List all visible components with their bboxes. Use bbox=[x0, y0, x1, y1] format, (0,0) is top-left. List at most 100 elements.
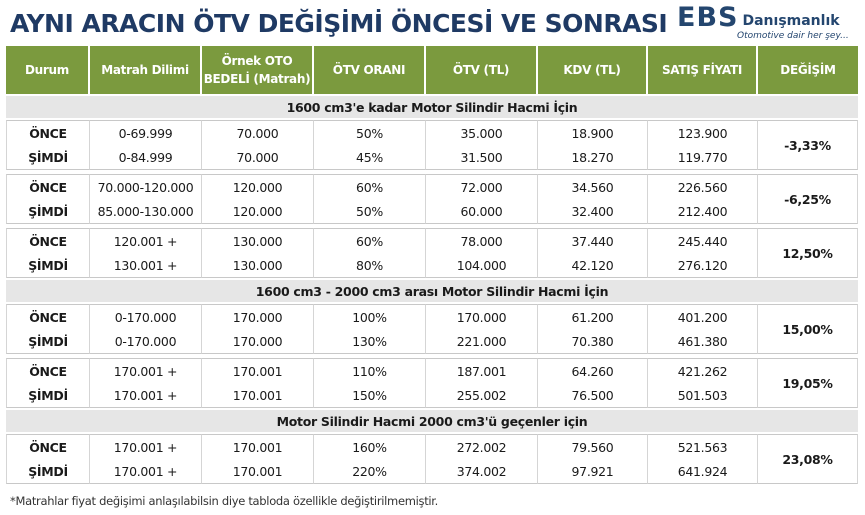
footnote: *Matrahlar fiyat değişimi anlaşılabilsin… bbox=[10, 494, 439, 508]
rate-cell: 45% bbox=[314, 145, 426, 170]
column-header: Durum bbox=[6, 46, 90, 94]
bracket-cell: 170.001 + bbox=[90, 459, 202, 484]
rate-cell: 60% bbox=[314, 228, 426, 253]
state-cell: ŞİMDİ bbox=[6, 145, 90, 170]
state-cell: ÖNCE bbox=[6, 358, 90, 383]
change-cell: 23,08% bbox=[758, 434, 858, 484]
base-cell: 170.000 bbox=[202, 304, 314, 329]
bracket-cell: 0-84.999 bbox=[90, 145, 202, 170]
change-cell: -6,25% bbox=[758, 174, 858, 224]
section-title: 1600 cm3 - 2000 cm3 arası Motor Silindir… bbox=[6, 278, 858, 304]
kdv-cell: 97.921 bbox=[538, 459, 648, 484]
base-cell: 130.000 bbox=[202, 228, 314, 253]
price-cell: 521.563 bbox=[648, 434, 758, 459]
otv-cell: 78.000 bbox=[426, 228, 538, 253]
base-cell: 170.000 bbox=[202, 329, 314, 354]
rate-cell: 60% bbox=[314, 174, 426, 199]
price-cell: 276.120 bbox=[648, 253, 758, 278]
bracket-cell: 85.000-130.000 bbox=[90, 199, 202, 224]
price-cell: 245.440 bbox=[648, 228, 758, 253]
rate-cell: 130% bbox=[314, 329, 426, 354]
table-row: ŞİMDİ 170.001 +170.001 150% 255.002 76.500 50… bbox=[6, 383, 858, 408]
bracket-cell: 120.001 + bbox=[90, 228, 202, 253]
table-row: ÖNCE 170.001 +170.001 160% 272.002 79.560 521… bbox=[6, 434, 858, 484]
state-cell: ÖNCE bbox=[6, 304, 90, 329]
rate-cell: 100% bbox=[314, 304, 426, 329]
section-header-row: 1600 cm3'e kadar Motor Silindir Hacmi İç… bbox=[6, 94, 858, 120]
kdv-cell: 61.200 bbox=[538, 304, 648, 329]
rate-cell: 150% bbox=[314, 383, 426, 408]
otv-cell: 35.000 bbox=[426, 120, 538, 145]
otv-cell: 104.000 bbox=[426, 253, 538, 278]
section-header-row: Motor Silindir Hacmi 2000 cm3'ü geçenler… bbox=[6, 408, 858, 434]
bracket-cell: 0-170.000 bbox=[90, 329, 202, 354]
logo-tagline: Otomotive dair her şey... bbox=[737, 31, 849, 41]
logo-name: Danışmanlık bbox=[742, 13, 840, 29]
column-header: Matrah Dilimi bbox=[90, 46, 202, 94]
column-header: SATIŞ FİYATI bbox=[648, 46, 758, 94]
column-header: ÖTV (TL) bbox=[426, 46, 538, 94]
kdv-cell: 70.380 bbox=[538, 329, 648, 354]
base-cell: 120.000 bbox=[202, 199, 314, 224]
state-cell: ÖNCE bbox=[6, 434, 90, 459]
state-cell: ÖNCE bbox=[6, 228, 90, 253]
state-cell: ŞİMDİ bbox=[6, 459, 90, 484]
bracket-cell: 0-170.000 bbox=[90, 304, 202, 329]
state-cell: ŞİMDİ bbox=[6, 199, 90, 224]
otv-cell: 60.000 bbox=[426, 199, 538, 224]
kdv-cell: 79.560 bbox=[538, 434, 648, 459]
rate-cell: 50% bbox=[314, 199, 426, 224]
section-header-row: 1600 cm3 - 2000 cm3 arası Motor Silindir… bbox=[6, 278, 858, 304]
bracket-cell: 130.001 + bbox=[90, 253, 202, 278]
table-row: ŞİMDİ 0-170.000 170.000 130% 221.000 70.380 46… bbox=[6, 329, 858, 354]
table-row: ŞİMDİ 170.001 +170.001 220% 374.002 97.921 64… bbox=[6, 459, 858, 484]
price-cell: 119.770 bbox=[648, 145, 758, 170]
base-cell: 70.000 bbox=[202, 120, 314, 145]
otv-cell: 72.000 bbox=[426, 174, 538, 199]
state-cell: ŞİMDİ bbox=[6, 253, 90, 278]
rate-cell: 220% bbox=[314, 459, 426, 484]
section-title: Motor Silindir Hacmi 2000 cm3'ü geçenler… bbox=[6, 408, 858, 434]
kdv-cell: 42.120 bbox=[538, 253, 648, 278]
base-cell: 120.000 bbox=[202, 174, 314, 199]
base-cell: 170.001 bbox=[202, 358, 314, 383]
column-header: Örnek OTO BEDELİ (Matrah) bbox=[202, 46, 314, 94]
table-row: ŞİMDİ 85.000-130.000 120.000 50% 60.000 32.40… bbox=[6, 199, 858, 224]
state-cell: ÖNCE bbox=[6, 174, 90, 199]
state-cell: ÖNCE bbox=[6, 120, 90, 145]
bracket-cell: 70.000-120.000 bbox=[90, 174, 202, 199]
kdv-cell: 32.400 bbox=[538, 199, 648, 224]
change-cell: 12,50% bbox=[758, 228, 858, 278]
table-header-row: Durum Matrah Dilimi Örnek OTO BEDELİ (Matr… bbox=[6, 46, 858, 94]
kdv-cell: 76.500 bbox=[538, 383, 648, 408]
price-cell: 401.200 bbox=[648, 304, 758, 329]
price-cell: 226.560 bbox=[648, 174, 758, 199]
price-cell: 501.503 bbox=[648, 383, 758, 408]
table-row: ÖNCE 0-170.000 170.000 100% 170.000 61.200 401… bbox=[6, 304, 858, 354]
section-title: 1600 cm3'e kadar Motor Silindir Hacmi İç… bbox=[6, 94, 858, 120]
otv-cell: 221.000 bbox=[426, 329, 538, 354]
column-header: ÖTV ORANI bbox=[314, 46, 426, 94]
table-row: ÖNCE 120.001 +130.000 60% 78.000 37.440 245.4… bbox=[6, 228, 858, 278]
page-title: AYNI ARACIN ÖTV DEĞİŞİMİ ÖNCESİ VE SONRA… bbox=[10, 9, 668, 38]
ebs-logo: EBS Danışmanlık Otomotive dair her şey..… bbox=[677, 4, 857, 42]
otv-cell: 272.002 bbox=[426, 434, 538, 459]
table-row: ÖNCE 70.000-120.000 120.000 60% 72.000 34.560… bbox=[6, 174, 858, 224]
base-cell: 130.000 bbox=[202, 253, 314, 278]
table-row: ÖNCE 170.001 +170.001 110% 187.001 64.260 421… bbox=[6, 358, 858, 408]
price-cell: 461.380 bbox=[648, 329, 758, 354]
otv-comparison-table: Durum Matrah Dilimi Örnek OTO BEDELİ (Matr… bbox=[6, 46, 858, 484]
rate-cell: 50% bbox=[314, 120, 426, 145]
rate-cell: 160% bbox=[314, 434, 426, 459]
rate-cell: 110% bbox=[314, 358, 426, 383]
price-cell: 212.400 bbox=[648, 199, 758, 224]
column-header: DEĞİŞİM bbox=[758, 46, 858, 94]
kdv-cell: 37.440 bbox=[538, 228, 648, 253]
otv-cell: 187.001 bbox=[426, 358, 538, 383]
state-cell: ŞİMDİ bbox=[6, 329, 90, 354]
base-cell: 170.001 bbox=[202, 383, 314, 408]
bracket-cell: 170.001 + bbox=[90, 383, 202, 408]
table-row: ŞİMDİ 130.001 +130.000 80% 104.000 42.120 276… bbox=[6, 253, 858, 278]
state-cell: ŞİMDİ bbox=[6, 383, 90, 408]
price-cell: 123.900 bbox=[648, 120, 758, 145]
